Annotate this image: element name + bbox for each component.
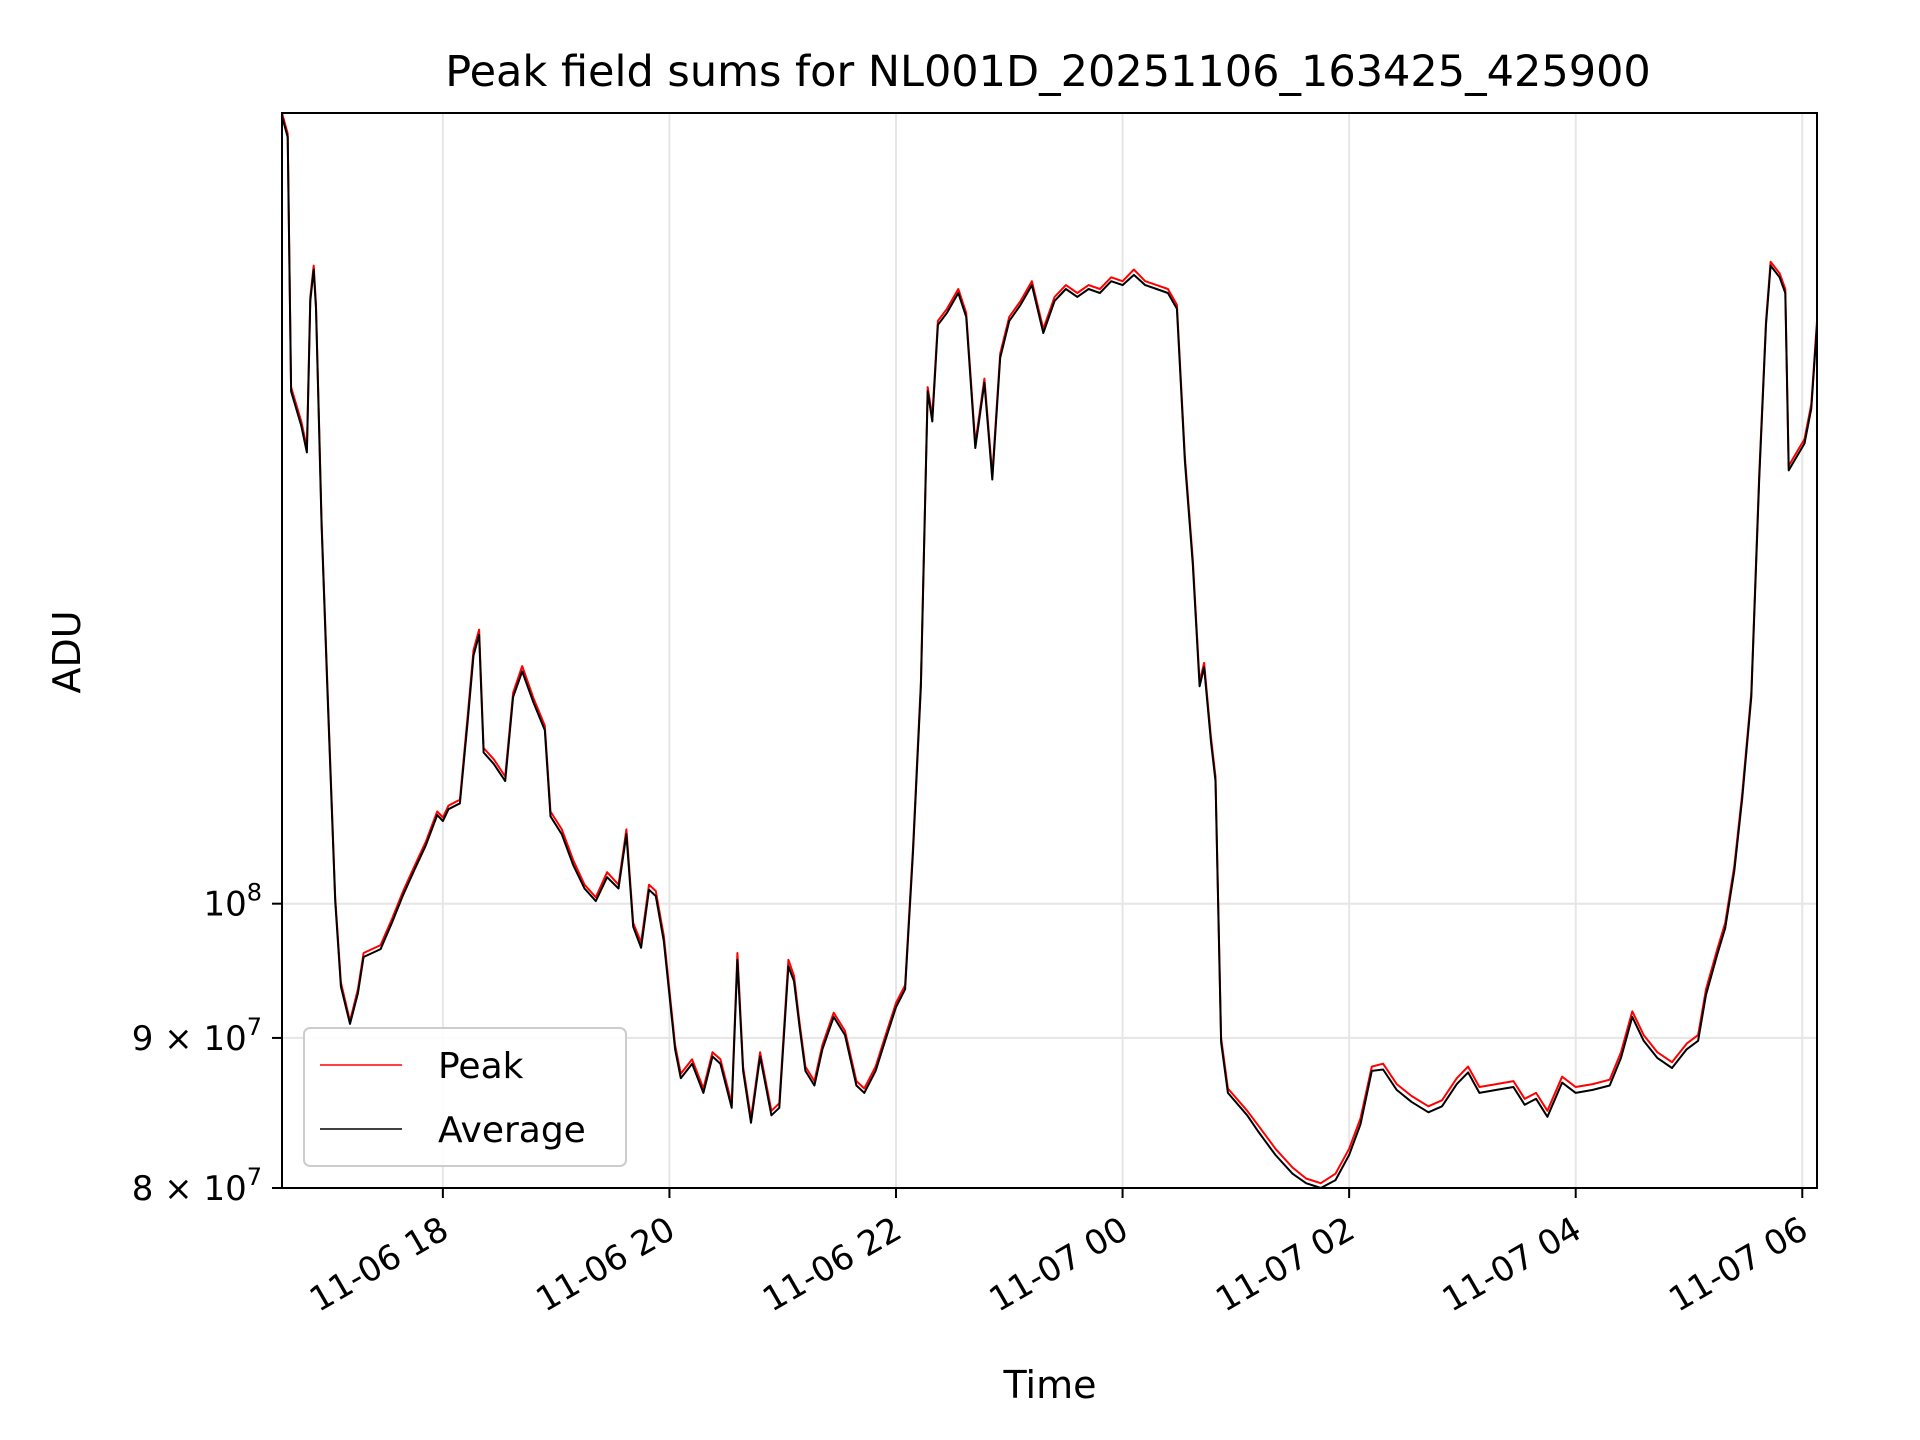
series-line-average bbox=[281, 116, 1818, 1189]
legend: Peak Average bbox=[303, 1027, 627, 1167]
legend-average-label: Average bbox=[438, 1110, 586, 1151]
series-layer bbox=[281, 112, 1818, 1189]
y-axis-label: ADU bbox=[45, 610, 89, 693]
plot-frame bbox=[281, 112, 1818, 1189]
y-tick-label: 108 bbox=[203, 879, 262, 925]
x-axis-label: Time bbox=[1003, 1363, 1097, 1407]
y-tick-label: 9 × 107 bbox=[132, 1013, 262, 1059]
legend-box bbox=[303, 1027, 627, 1167]
y-tick-label: 8 × 107 bbox=[132, 1163, 262, 1209]
chart-title: Peak field sums for NL001D_20251106_1634… bbox=[445, 47, 1651, 97]
legend-peak-label: Peak bbox=[438, 1046, 524, 1087]
